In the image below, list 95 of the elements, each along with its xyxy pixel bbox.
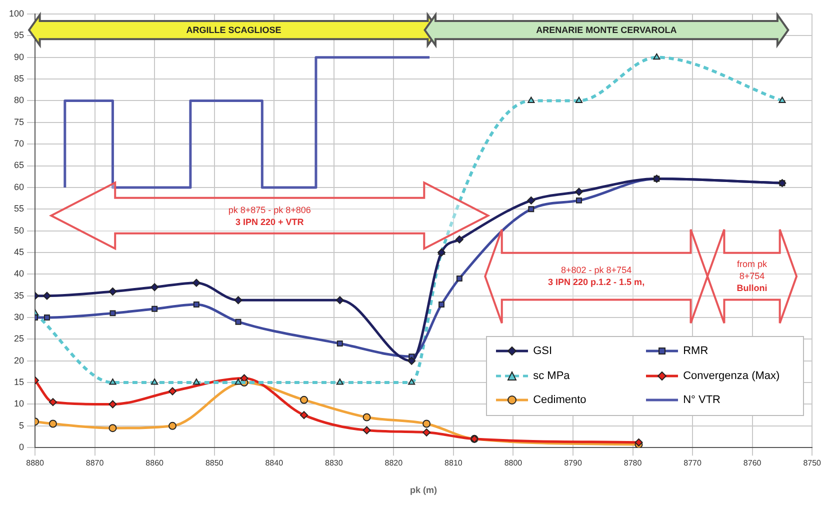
annotation: ARENARIE MONTE CERVAROLA	[536, 24, 677, 36]
point	[150, 283, 159, 292]
x-tick-label: 8780	[624, 458, 642, 468]
annotation: from pk	[736, 258, 768, 270]
x-tick-label: 8830	[324, 458, 344, 468]
annotation: Bulloni	[736, 282, 768, 294]
x-tick-label: 8850	[205, 458, 224, 468]
x-tick-label: 8870	[86, 458, 104, 468]
point	[192, 278, 200, 287]
legend-label: GSI	[533, 344, 552, 357]
legend-label: sc MPa	[533, 370, 570, 382]
legend-label: RMR	[683, 344, 708, 357]
point	[634, 438, 643, 446]
x-tick-label: 8770	[684, 458, 702, 468]
point	[422, 428, 431, 436]
point	[408, 356, 416, 365]
point	[168, 387, 176, 396]
annotation: ARGILLE SCAGLIOSE	[186, 24, 282, 36]
point	[240, 374, 248, 382]
x-axis-title: pk (m)	[410, 485, 438, 496]
y-tick-label: 80	[14, 95, 24, 106]
annotation: 8+802 - pk 8+754	[560, 264, 633, 276]
y-tick-label: 35	[14, 290, 24, 300]
y-tick-label: 10	[14, 398, 24, 409]
x-tick-label: 8800	[504, 458, 523, 468]
x-tick-label: 8880	[26, 458, 44, 468]
point	[456, 276, 462, 282]
point	[300, 411, 308, 420]
y-tick-label: 25	[14, 334, 24, 344]
point	[422, 420, 431, 428]
point	[108, 288, 117, 296]
annotation: 3 IPN 220 p.1.2 - 1.5 m,	[548, 276, 645, 288]
y-tick-label: 65	[14, 160, 24, 170]
point	[575, 96, 583, 103]
point	[152, 306, 158, 312]
annotation: pk 8+875 - pk 8+806	[228, 204, 311, 216]
point	[574, 188, 583, 196]
point	[192, 378, 200, 385]
y-tick-label: 40	[14, 268, 24, 279]
point	[527, 196, 536, 204]
annotation: 3 IPN 220 + VTR	[234, 216, 305, 228]
y-tick-label: 100	[8, 8, 24, 18]
y-tick-label: 45	[14, 246, 24, 257]
point	[235, 318, 242, 325]
y-tick-label: 70	[14, 138, 24, 149]
legend-label: N° VTR	[683, 394, 720, 406]
legend-label: Cedimento	[533, 394, 586, 406]
point	[336, 378, 344, 385]
y-tick-label: 95	[14, 30, 24, 40]
point	[438, 302, 444, 308]
x-tick-label: 8810	[444, 458, 463, 468]
x-tick-label: 8840	[265, 458, 284, 468]
y-tick-label: 0	[19, 442, 24, 452]
point	[528, 206, 534, 212]
y-tick-label: 60	[14, 182, 24, 192]
point	[336, 296, 344, 304]
x-tick-label: 8750	[803, 458, 822, 468]
point	[234, 378, 242, 385]
point	[109, 378, 116, 385]
point	[528, 96, 535, 103]
y-tick-label: 20	[14, 355, 24, 366]
y-tick-label: 30	[14, 312, 24, 322]
point	[234, 296, 242, 304]
point	[300, 396, 308, 404]
point	[110, 310, 116, 316]
y-tick-label: 90	[14, 52, 24, 62]
point	[44, 314, 50, 320]
point	[48, 398, 57, 406]
annotation: 8+754	[738, 270, 766, 282]
point	[336, 340, 343, 347]
x-tick-label: 8860	[146, 458, 164, 468]
point	[653, 53, 660, 60]
y-tick-label: 15	[14, 377, 24, 388]
x-tick-label: 8790	[564, 458, 582, 468]
y-tick-label: 75	[14, 116, 24, 127]
point	[42, 292, 51, 300]
point	[455, 235, 464, 244]
point	[778, 96, 786, 103]
x-tick-label: 8820	[384, 458, 404, 468]
point	[168, 422, 176, 430]
point	[48, 420, 57, 428]
point	[193, 302, 200, 308]
point	[362, 426, 371, 434]
point	[408, 378, 416, 385]
point	[151, 378, 158, 385]
point	[108, 424, 117, 432]
point	[576, 197, 582, 204]
y-tick-label: 85	[14, 74, 24, 84]
point	[108, 400, 117, 408]
legend-label: Convergenza (Max)	[683, 370, 780, 382]
y-tick-label: 55	[14, 204, 24, 214]
point	[362, 413, 371, 422]
y-tick-label: 50	[14, 225, 24, 236]
x-tick-label: 8760	[743, 458, 762, 468]
y-tick-label: 5	[19, 420, 24, 430]
